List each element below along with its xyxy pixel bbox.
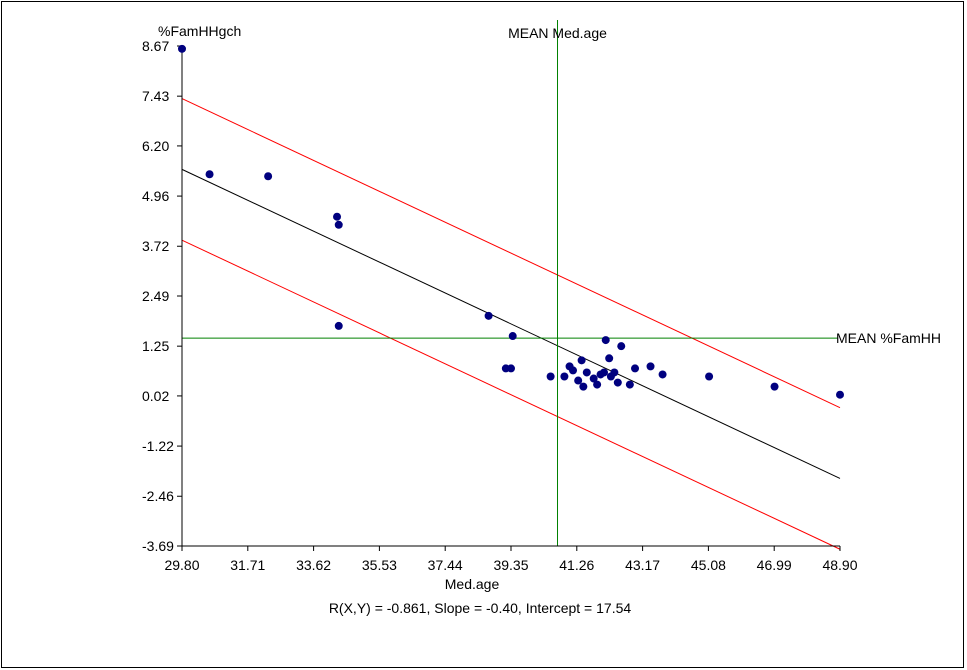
y-tick-label: -2.46: [142, 488, 174, 504]
x-tick-label: 39.35: [493, 557, 528, 573]
data-point: [508, 332, 517, 341]
regression-stats: R(X,Y) = -0.861, Slope = -0.40, Intercep…: [329, 600, 632, 616]
points-layer: [178, 44, 844, 399]
data-point: [569, 366, 578, 375]
data-point: [579, 382, 588, 391]
data-point: [617, 342, 626, 351]
x-tick-label: 48.90: [822, 557, 857, 573]
data-point: [582, 368, 591, 377]
y-axis-label: %FamHHgch: [158, 23, 241, 39]
data-point: [593, 380, 602, 389]
data-point: [333, 212, 342, 221]
data-point: [205, 170, 214, 179]
x-tick-label: 45.08: [691, 557, 726, 573]
data-point: [178, 44, 186, 53]
x-tick-label: 46.99: [757, 557, 792, 573]
data-point: [577, 356, 586, 365]
x-tick-label: 43.17: [625, 557, 660, 573]
regression-line: [181, 168, 841, 479]
data-point: [264, 172, 273, 181]
y-tick-label: 1.25: [142, 338, 169, 354]
x-tick-label: 29.80: [164, 557, 199, 573]
axes-layer: 8.67 7.43 6.20 4.96 3.72 2.49 1.25 0.02 -1.22 -2.…: [142, 38, 858, 573]
data-point: [484, 311, 493, 320]
y-tick-label: 2.49: [142, 288, 169, 304]
x-tick-label: 35.53: [362, 557, 397, 573]
y-tick-label: 7.43: [142, 88, 169, 104]
y-tick-label: 6.20: [142, 138, 169, 154]
data-point: [631, 364, 640, 373]
data-point: [507, 364, 515, 373]
data-point: [625, 380, 634, 389]
y-tick-label: -3.69: [142, 538, 174, 554]
y-tick-label: 0.02: [142, 388, 169, 404]
y-tick-label: 8.67: [142, 38, 169, 54]
x-axis-label: Med.age: [445, 576, 500, 592]
labels-layer: %FamHHgch Med.age MEAN Med.age MEAN %Fam…: [158, 23, 941, 616]
data-point: [613, 378, 622, 387]
data-point: [658, 370, 667, 379]
x-tick-label: 41.26: [559, 557, 594, 573]
data-point: [334, 220, 343, 229]
lines-layer: [181, 20, 841, 550]
data-point: [560, 372, 569, 381]
data-point: [601, 336, 610, 345]
y-tick-label: 3.72: [142, 238, 169, 254]
mean-y-label: MEAN %FamHH: [836, 330, 941, 346]
data-point: [705, 372, 714, 381]
data-point: [646, 362, 655, 371]
data-point: [546, 372, 555, 381]
x-tick-label: 31.71: [230, 557, 265, 573]
data-point: [836, 390, 844, 399]
x-tick-label: 33.62: [296, 557, 331, 573]
upper-band-line: [181, 98, 841, 409]
lower-band-line: [181, 239, 841, 550]
data-point: [574, 376, 583, 385]
data-point: [605, 354, 614, 363]
data-point: [770, 382, 779, 391]
y-tick-label: -1.22: [142, 438, 174, 454]
data-point: [600, 368, 609, 377]
mean-x-label: MEAN Med.age: [508, 25, 607, 41]
data-point: [589, 374, 598, 383]
data-point: [334, 321, 343, 330]
data-point: [610, 368, 619, 377]
y-tick-label: 4.96: [142, 188, 169, 204]
x-tick-label: 37.44: [428, 557, 463, 573]
